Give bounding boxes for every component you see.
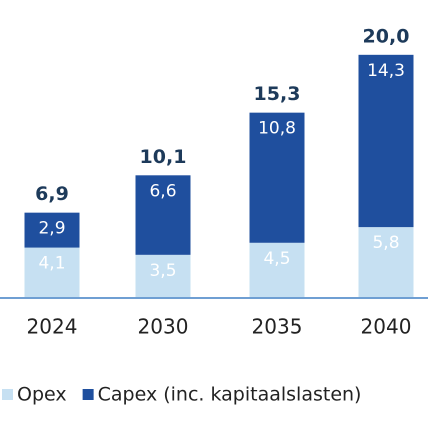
bar-value-label: 14,3 [367,61,405,81]
x-tick-label: 2030 [138,315,189,339]
legend-swatch [82,389,94,400]
bar-value-label: 5,8 [372,233,399,253]
x-tick-label: 2040 [361,315,412,339]
bar-value-label: 2,9 [38,219,65,239]
x-tick-label: 2024 [27,315,78,339]
bar-segment [358,227,414,297]
bar-value-label: 6,6 [149,181,176,201]
bar-segment [135,254,191,297]
bar-value-label: 10,8 [258,119,296,139]
bar-segment [24,247,80,297]
bar-segment [358,54,414,228]
bar-segment [135,175,191,255]
legend-label: Capex (inc. kapitaalslasten) [98,384,362,406]
x-tick-label: 2035 [252,315,303,339]
total-label: 20,0 [363,25,410,47]
bar-segment [249,242,305,297]
total-label: 10,1 [140,146,187,168]
bar-value-label: 3,5 [149,261,176,281]
legend-swatch [2,389,13,400]
bar-segment [24,212,80,248]
total-label: 15,3 [254,83,301,105]
bar-segment [249,112,305,243]
bar-value-label: 4,5 [263,249,290,269]
bar-value-label: 4,1 [38,254,65,274]
total-label: 6,9 [35,183,69,205]
legend-label: Opex [17,384,67,406]
